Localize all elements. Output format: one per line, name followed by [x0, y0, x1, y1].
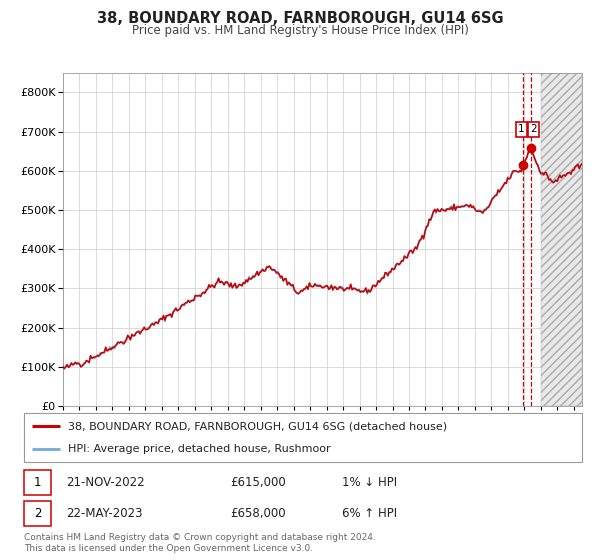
Text: 38, BOUNDARY ROAD, FARNBOROUGH, GU14 6SG (detached house): 38, BOUNDARY ROAD, FARNBOROUGH, GU14 6SG…	[68, 421, 446, 431]
Text: 2: 2	[530, 124, 537, 134]
Bar	[541, 73, 582, 406]
Bar	[24, 501, 51, 526]
Text: 1: 1	[34, 475, 41, 489]
Text: 6% ↑ HPI: 6% ↑ HPI	[342, 507, 397, 520]
Text: 1: 1	[518, 124, 524, 134]
Bar	[24, 470, 51, 494]
Text: 22-MAY-2023: 22-MAY-2023	[66, 507, 142, 520]
Text: 38, BOUNDARY ROAD, FARNBOROUGH, GU14 6SG: 38, BOUNDARY ROAD, FARNBOROUGH, GU14 6SG	[97, 11, 503, 26]
Text: Contains HM Land Registry data © Crown copyright and database right 2024.
This d: Contains HM Land Registry data © Crown c…	[24, 533, 376, 553]
Text: Price paid vs. HM Land Registry's House Price Index (HPI): Price paid vs. HM Land Registry's House …	[131, 24, 469, 37]
Text: 2: 2	[34, 507, 41, 520]
Text: £615,000: £615,000	[230, 475, 286, 489]
Text: 1% ↓ HPI: 1% ↓ HPI	[342, 475, 397, 489]
Text: 21-NOV-2022: 21-NOV-2022	[66, 475, 145, 489]
Text: £658,000: £658,000	[230, 507, 286, 520]
Text: HPI: Average price, detached house, Rushmoor: HPI: Average price, detached house, Rush…	[68, 444, 330, 454]
